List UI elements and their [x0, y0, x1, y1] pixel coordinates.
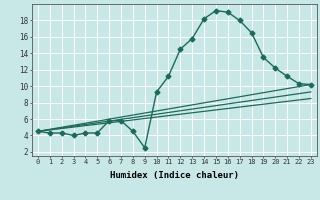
X-axis label: Humidex (Indice chaleur): Humidex (Indice chaleur) — [110, 171, 239, 180]
